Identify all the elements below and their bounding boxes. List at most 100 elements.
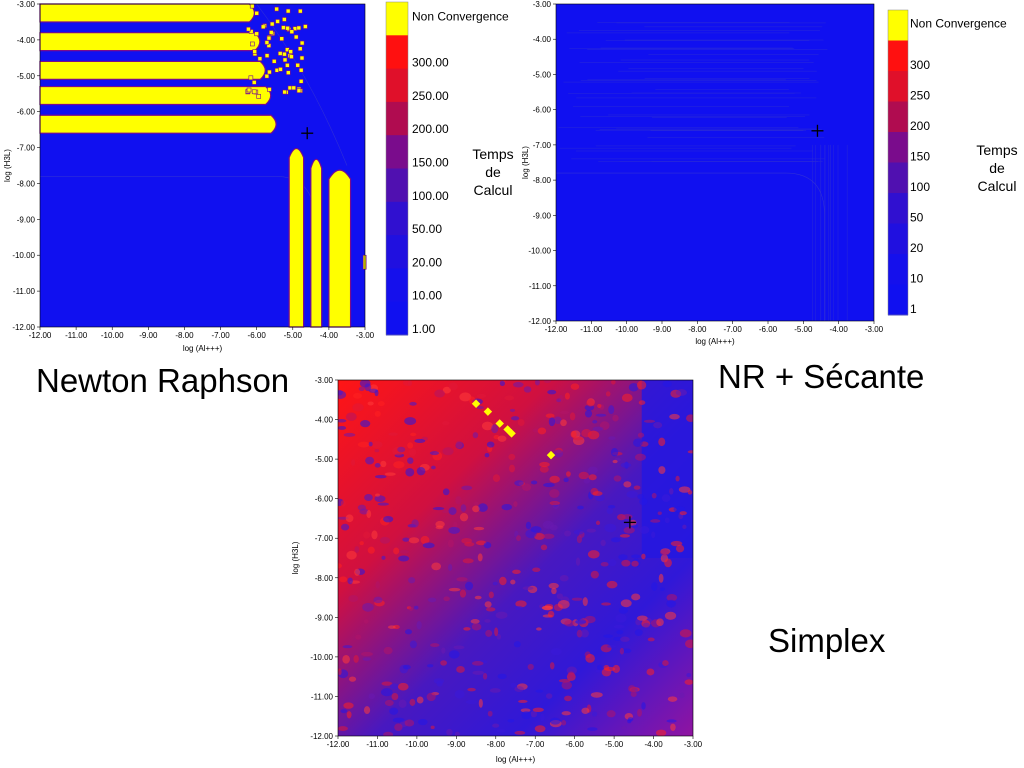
noise-blob bbox=[397, 682, 409, 691]
noise-blob bbox=[514, 605, 524, 610]
noise-blob bbox=[592, 420, 598, 424]
noise-blob bbox=[371, 441, 383, 449]
noise-blob bbox=[491, 424, 499, 434]
noise-blob bbox=[537, 427, 547, 435]
colorbar-segment bbox=[386, 68, 408, 103]
nonconvergence-cell bbox=[278, 67, 283, 72]
noise-blob bbox=[514, 686, 524, 692]
x-tick-label: -3.00 bbox=[684, 740, 703, 749]
noise-blob bbox=[658, 437, 666, 447]
noise-blob bbox=[485, 629, 493, 637]
noise-blob bbox=[442, 488, 450, 496]
noise-blob bbox=[471, 661, 484, 666]
noise-blob bbox=[347, 577, 353, 585]
nonconvergence-cell bbox=[251, 80, 257, 85]
colorbar-label: 1 bbox=[910, 302, 917, 316]
colorbar-segment bbox=[888, 193, 908, 224]
x-tick-label: -11.00 bbox=[65, 331, 88, 340]
y-axis-label: log (H3L) bbox=[291, 541, 300, 574]
colorbar-segment bbox=[386, 2, 408, 36]
contour-line bbox=[256, 3, 348, 166]
y-axis-label: log (H3L) bbox=[3, 149, 12, 182]
nonconvergence-cell bbox=[277, 51, 283, 56]
nonconvergence-point bbox=[495, 419, 504, 428]
noise-blob bbox=[409, 640, 417, 649]
nonconvergence-band bbox=[39, 60, 266, 80]
noise-blob bbox=[431, 562, 441, 571]
noise-blob bbox=[338, 389, 343, 396]
noise-blob bbox=[340, 709, 348, 714]
noise-blob bbox=[607, 644, 616, 648]
noise-blob bbox=[575, 557, 581, 566]
nonconvergence-point bbox=[483, 407, 493, 416]
noise-blob bbox=[398, 555, 410, 562]
x-tick-label: -10.00 bbox=[406, 740, 429, 749]
noise-blob bbox=[618, 607, 629, 614]
noise-blob bbox=[554, 416, 562, 425]
noise-blob bbox=[581, 428, 592, 438]
nonconvergence-cell bbox=[267, 87, 272, 92]
noise-blob bbox=[564, 695, 572, 702]
noise-blob bbox=[342, 645, 353, 649]
nonconvergence-band bbox=[39, 3, 256, 23]
nonconvergence-cell bbox=[275, 19, 280, 24]
nonconvergence-band bbox=[39, 32, 261, 52]
colorbar-label: 150 bbox=[910, 150, 930, 164]
noise-blob bbox=[553, 449, 564, 458]
noise-blob bbox=[407, 457, 414, 464]
noise-blob bbox=[373, 596, 383, 604]
noise-blob bbox=[587, 727, 598, 731]
x-tick-label: -7.00 bbox=[211, 331, 230, 340]
noise-blob bbox=[380, 688, 393, 697]
noise-blob bbox=[586, 528, 596, 533]
noise-blob bbox=[631, 560, 639, 567]
noise-blob bbox=[504, 395, 515, 401]
noise-blob bbox=[348, 676, 357, 682]
noise-blob bbox=[343, 432, 356, 437]
noise-blob bbox=[486, 441, 495, 448]
noise-blob bbox=[583, 478, 591, 484]
noise-blob bbox=[467, 687, 476, 692]
nonconvergence-cell bbox=[285, 25, 290, 31]
noise-blob bbox=[570, 383, 580, 390]
noise-blob bbox=[431, 465, 436, 470]
noise-blob bbox=[410, 432, 417, 437]
noise-blob bbox=[563, 477, 569, 483]
noise-blob bbox=[377, 401, 385, 407]
colorbar-frame bbox=[887, 9, 909, 316]
noise-blob bbox=[621, 514, 633, 520]
noise-blob bbox=[448, 382, 458, 391]
noise-blob bbox=[513, 641, 521, 648]
plot-frame bbox=[337, 379, 694, 737]
noise-blob bbox=[405, 629, 412, 635]
nonconvergence-cell bbox=[264, 73, 270, 79]
noise-blob bbox=[342, 654, 350, 664]
noise-blob bbox=[532, 567, 541, 573]
nonconvergence-cell bbox=[285, 8, 291, 14]
noise-blob bbox=[448, 587, 461, 592]
noise-blob bbox=[472, 505, 480, 513]
y-tick-label: -11.00 bbox=[311, 692, 334, 701]
colorbar-label: 300 bbox=[910, 58, 930, 72]
colorbar-segment bbox=[888, 223, 908, 255]
noise-blob bbox=[685, 414, 693, 422]
colorbar-segment bbox=[888, 101, 908, 133]
noise-blob bbox=[434, 389, 445, 398]
noise-blob bbox=[656, 618, 664, 627]
noise-blob bbox=[357, 504, 366, 511]
noise-blob bbox=[545, 413, 555, 418]
noise-blob bbox=[549, 717, 561, 725]
noise-blob bbox=[442, 510, 450, 514]
noise-blob bbox=[603, 634, 613, 638]
colorbar-label: Non Convergence bbox=[910, 16, 1007, 30]
noise-blob bbox=[669, 413, 680, 420]
noise-blob bbox=[561, 681, 573, 690]
noise-blob bbox=[379, 536, 391, 544]
noise-blob bbox=[427, 664, 434, 668]
x-tick-label: -5.00 bbox=[605, 740, 624, 749]
colorbar-label: 200 bbox=[910, 119, 930, 133]
noise-blob bbox=[658, 466, 666, 475]
nonconvergence-cell bbox=[298, 67, 304, 73]
noise-blob bbox=[613, 624, 625, 629]
noise-blob bbox=[651, 492, 657, 499]
